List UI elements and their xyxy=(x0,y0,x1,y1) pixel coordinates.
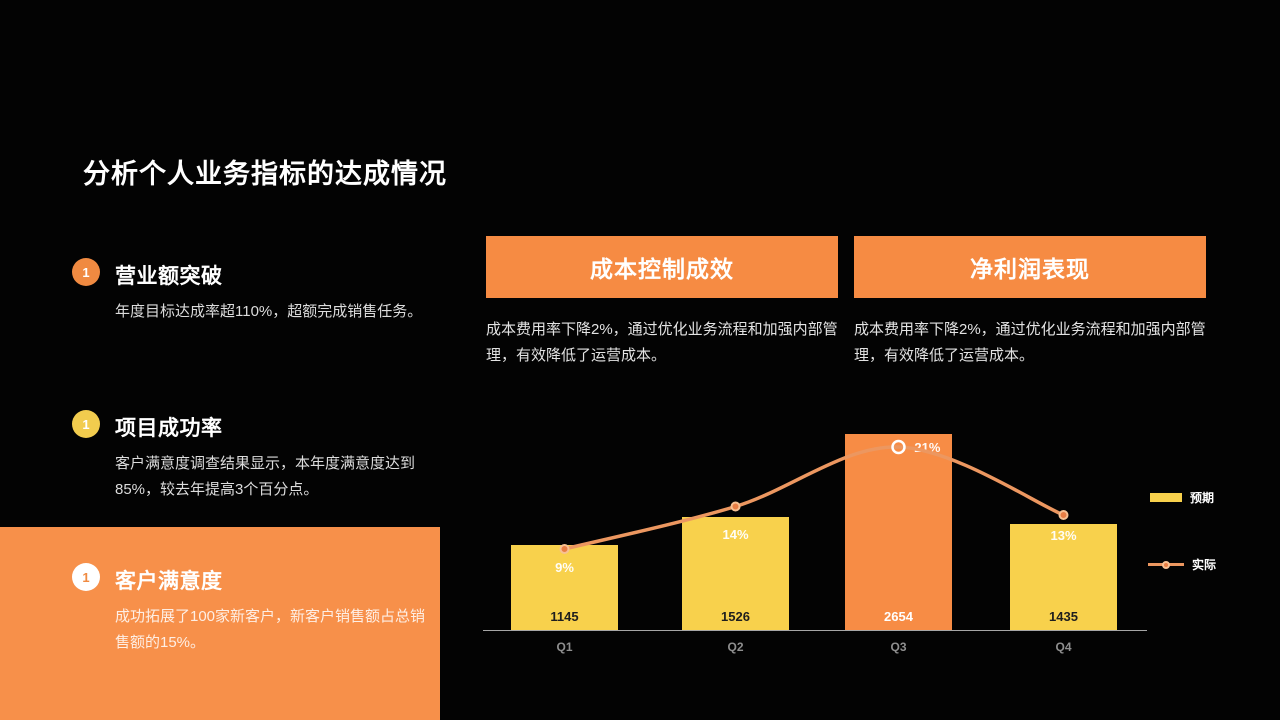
legend-label: 预期 xyxy=(1190,491,1215,505)
item-title: 营业额突破 xyxy=(115,265,223,288)
line-point-label: 13% xyxy=(1050,528,1077,543)
page-title: 分析个人业务指标的达成情况 xyxy=(83,159,447,189)
header-desc-profit: 成本费用率下降2%，通过优化业务流程和加强内部管理，有效降低了运营成本。 xyxy=(854,321,1206,364)
bar-q1: 9% 1145 xyxy=(511,545,618,630)
item-body: 客户满意度调查结果显示，本年度满意度达到85%，较去年提高3个百分点。 xyxy=(115,455,416,498)
item-title: 项目成功率 xyxy=(115,417,223,440)
bar-group-q2: 14% 1526 Q2 xyxy=(682,517,789,654)
highlight-panel-customer: 1 客户满意度 成功拓展了100家新客户，新客户销售额占总销售额的15%。 xyxy=(0,527,440,720)
item-title: 客户满意度 xyxy=(115,570,223,593)
line-marker xyxy=(730,501,741,512)
item-body: 成功拓展了100家新客户，新客户销售额占总销售额的15%。 xyxy=(115,608,426,651)
x-axis-line xyxy=(483,630,1147,631)
header-box-title: 净利润表现 xyxy=(970,256,1090,282)
header-box-cost: 成本控制成效 xyxy=(486,236,838,298)
legend-item-actual: 实际 xyxy=(1148,556,1216,573)
line-path xyxy=(562,445,1066,551)
header-box-profit: 净利润表现 xyxy=(854,236,1206,298)
line-point-label: 14% xyxy=(722,527,749,542)
item-body: 年度目标达成率超110%，超额完成销售任务。 xyxy=(115,303,423,320)
bar-value-label: 1145 xyxy=(550,609,579,624)
x-tick-label: Q1 xyxy=(556,640,573,654)
bar-q2: 14% 1526 xyxy=(682,517,789,630)
bar-value-label: 2654 xyxy=(884,609,913,624)
legend-label: 实际 xyxy=(1192,558,1217,572)
legend-item-expected: 预期 xyxy=(1150,489,1214,506)
bar-value-label: 1435 xyxy=(1049,609,1078,624)
legend-line-swatch xyxy=(1148,560,1184,569)
x-tick-label: Q4 xyxy=(1055,640,1072,654)
legend-bar-swatch xyxy=(1150,493,1182,502)
line-point-label: 9% xyxy=(555,560,574,575)
number-badge: 1 xyxy=(72,258,100,286)
line-marker xyxy=(1058,510,1069,520)
bar-value-label: 1526 xyxy=(721,609,750,624)
number-badge: 1 xyxy=(72,563,100,591)
bar-group-q3: 21% 2654 Q3 xyxy=(845,434,952,654)
line-point-label: 21% xyxy=(914,440,941,455)
bar-q3: 21% 2654 xyxy=(845,434,952,630)
number-badge: 1 xyxy=(72,410,100,438)
header-box-title: 成本控制成效 xyxy=(590,256,734,282)
legend-dot-icon xyxy=(1162,560,1170,569)
bar-group-q1: 9% 1145 Q1 xyxy=(511,545,618,654)
x-tick-label: Q3 xyxy=(890,640,907,654)
header-desc-cost: 成本费用率下降2%，通过优化业务流程和加强内部管理，有效降低了运营成本。 xyxy=(486,321,838,364)
x-tick-label: Q2 xyxy=(727,640,744,654)
bar-group-q4: 13% 1435 Q4 xyxy=(1010,524,1117,654)
bar-q4: 13% 1435 xyxy=(1010,524,1117,630)
